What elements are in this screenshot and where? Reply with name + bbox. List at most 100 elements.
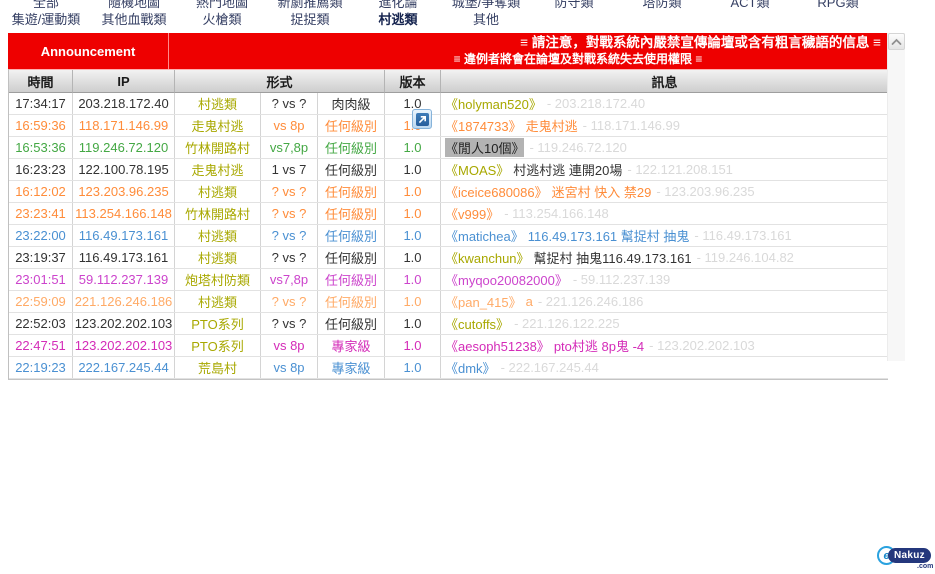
message-host-ip: - 122.121.208.151 xyxy=(627,162,733,177)
game-row[interactable]: 16:53:36 119.246.72.120 竹林開路村 vs7,8p 任何級… xyxy=(9,137,888,159)
cell-vs: ? vs ? xyxy=(261,181,318,202)
cell-ip: 118.171.146.99 xyxy=(73,115,175,136)
nav-item[interactable]: 新劇推薦類 xyxy=(277,0,343,10)
col-header-ip[interactable]: IP xyxy=(73,70,175,93)
cell-message: 《aesoph51238》 pto村逃 8p鬼 -4 - 123.202.202.1… xyxy=(441,335,888,356)
nav-item[interactable]: 捉捉類 xyxy=(290,12,330,27)
cell-vs: vs 8p xyxy=(261,115,318,136)
message-body: a xyxy=(525,294,533,309)
game-row[interactable]: 23:23:41 113.254.166.148 竹林開路村 ? vs ? 任何… xyxy=(9,203,888,225)
nav-item-selected[interactable]: 村逃類 xyxy=(378,12,418,27)
nav-item[interactable]: 集遊/運動類 xyxy=(11,12,81,27)
cell-time: 22:47:51 xyxy=(9,335,73,356)
message-body: 116.49.173.161 幫捉村 抽鬼 xyxy=(527,229,690,244)
cell-message: 《dmk》 - 222.167.245.44 xyxy=(441,357,888,378)
message-username: 《kwanchun》 xyxy=(445,251,530,266)
cell-time: 23:19:37 xyxy=(9,247,73,268)
cell-time: 17:34:17 xyxy=(9,93,73,114)
message-body: 迷宮村 快入 禁29 xyxy=(551,185,652,200)
nav-item[interactable]: 其他 xyxy=(472,12,499,27)
nav-item[interactable]: RPG類 xyxy=(817,0,859,10)
cell-ip: 221.126.246.186 xyxy=(73,291,175,312)
cell-time: 16:12:02 xyxy=(9,181,73,202)
col-header-message[interactable]: 訊息 xyxy=(441,70,888,93)
cell-ip: 116.49.173.161 xyxy=(73,247,175,268)
game-row[interactable]: 23:22:00 116.49.173.161 村逃類 ? vs ? 任何級別 … xyxy=(9,225,888,247)
cell-level: 專家級 xyxy=(318,335,385,356)
nav-item[interactable]: 隨機地圖 xyxy=(107,0,160,10)
nakuz-tld: .com xyxy=(917,563,934,570)
cell-version: 1.0 xyxy=(385,247,441,268)
nav-item[interactable]: 塔防類 xyxy=(642,0,682,10)
cell-ip: 113.254.166.148 xyxy=(73,203,175,224)
cell-map-type: 村逃類 xyxy=(175,93,261,114)
nav-item[interactable]: 其他血戰類 xyxy=(101,12,167,27)
col-header-time[interactable]: 時間 xyxy=(9,70,73,93)
message-username: 《myqoo20082000》 xyxy=(445,273,568,288)
nav-item[interactable]: 城堡/爭奪類 xyxy=(451,0,521,10)
cell-level: 任何級別 xyxy=(318,115,385,136)
cell-vs: ? vs ? xyxy=(261,247,318,268)
game-row[interactable]: 22:19:23 222.167.245.44 荒島村 vs 8p 專家級 1.… xyxy=(9,357,888,379)
game-row[interactable]: 16:59:36 118.171.146.99 走鬼村逃 vs 8p 任何級別 … xyxy=(9,115,888,137)
vertical-scrollbar[interactable] xyxy=(887,33,905,361)
message-username: 《1874733》 xyxy=(445,119,522,134)
scroll-up-button[interactable] xyxy=(888,33,905,50)
game-row[interactable]: 23:19:37 116.49.173.161 村逃類 ? vs ? 任何級別 … xyxy=(9,247,888,269)
cell-time: 23:23:41 xyxy=(9,203,73,224)
cell-level: 任何級別 xyxy=(318,269,385,290)
cell-version: 1.0 xyxy=(385,225,441,246)
game-row[interactable]: 22:52:03 123.202.202.103 PTO系列 ? vs ? 任何… xyxy=(9,313,888,335)
message-host-ip: - 59.112.237.139 xyxy=(572,272,671,287)
cell-map-type: 炮塔村防類 xyxy=(175,269,261,290)
nav-item[interactable]: ACT類 xyxy=(730,0,770,10)
cell-level: 任何級別 xyxy=(318,181,385,202)
cell-level: 任何級別 xyxy=(318,313,385,334)
nakuz-logo[interactable]: e Nakuz .com xyxy=(877,545,935,572)
cell-level: 肉肉級 xyxy=(318,93,385,114)
message-host-ip: - 119.246.104.82 xyxy=(696,250,794,265)
message-username: 《holyman520》 xyxy=(445,97,542,112)
message-host-ip: - 221.126.246.186 xyxy=(537,294,644,309)
cell-level: 任何級別 xyxy=(318,159,385,180)
cell-version: 1.0 xyxy=(385,137,441,158)
message-username: 《cutoffs》 xyxy=(445,317,510,332)
nav-item[interactable]: 進化論 xyxy=(378,0,418,10)
category-nav: 全部 隨機地圖 熱門地圖 新劇推薦類 進化論 城堡/爭奪類 防守類 塔防類 ACT類 RPG類集遊… xyxy=(2,0,882,27)
cell-time: 22:52:03 xyxy=(9,313,73,334)
cell-message: 《kwanchun》 幫捉村 抽鬼116.49.173.161 - 119.246.… xyxy=(441,247,888,268)
cell-ip: 203.218.172.40 xyxy=(73,93,175,114)
nakuz-wordmark: Nakuz xyxy=(888,548,931,563)
nav-item[interactable]: 防守類 xyxy=(554,0,594,10)
cell-map-type: 荒島村 xyxy=(175,357,261,378)
nav-item[interactable]: 熱門地圖 xyxy=(195,0,248,10)
col-header-format[interactable]: 形式 xyxy=(175,70,385,93)
cell-vs: ? vs ? xyxy=(261,313,318,334)
game-row[interactable]: 23:01:51 59.112.237.139 炮塔村防類 vs7,8p 任何級… xyxy=(9,269,888,291)
cell-vs: vs 8p xyxy=(261,335,318,356)
cell-ip: 116.49.173.161 xyxy=(73,225,175,246)
cell-version: 1.0 xyxy=(385,357,441,378)
col-header-version[interactable]: 版本 xyxy=(385,70,441,93)
game-row[interactable]: 22:47:51 123.202.202.103 PTO系列 vs 8p 專家級… xyxy=(9,335,888,357)
announcement-marquee: ≡ 請注意，對戰系統內嚴禁宣傳論壇或含有粗言穢語的信息 ≡ ≡ 違例者將會在論壇… xyxy=(169,33,887,69)
cell-vs: vs7,8p xyxy=(261,269,318,290)
game-row[interactable]: 17:34:17 203.218.172.40 村逃類 ? vs ? 肉肉級 1… xyxy=(9,93,888,115)
cell-message: 《matichea》 116.49.173.161 幫捉村 抽鬼 - 116.49.… xyxy=(441,225,888,246)
message-host-ip: - 221.126.122.225 xyxy=(514,316,620,331)
announcement-line-1: ≡ 請注意，對戰系統內嚴禁宣傳論壇或含有粗言穢語的信息 ≡ xyxy=(520,35,881,50)
message-username: 《aesoph51238》 xyxy=(445,339,550,354)
cell-message: 《iceice680086》 迷宮村 快入 禁29 - 123.203.96.235 xyxy=(441,181,888,202)
cell-map-type: 村逃類 xyxy=(175,291,261,312)
cell-version: 1.0 xyxy=(385,291,441,312)
game-row[interactable]: 16:12:02 123.203.96.235 村逃類 ? vs ? 任何級別 … xyxy=(9,181,888,203)
message-body: pto村逃 8p鬼 -4 xyxy=(553,339,645,354)
nav-item[interactable]: 全部 xyxy=(32,0,59,10)
cell-ip: 122.100.78.195 xyxy=(73,159,175,180)
game-row[interactable]: 22:59:09 221.126.246.186 村逃類 ? vs ? 任何級別… xyxy=(9,291,888,313)
cell-version: 1.0 xyxy=(385,313,441,334)
expand-button[interactable] xyxy=(412,109,432,129)
cell-time: 16:23:23 xyxy=(9,159,73,180)
game-row[interactable]: 16:23:23 122.100.78.195 走鬼村逃 1 vs 7 任何級別… xyxy=(9,159,888,181)
nav-item[interactable]: 火槍類 xyxy=(202,12,242,27)
